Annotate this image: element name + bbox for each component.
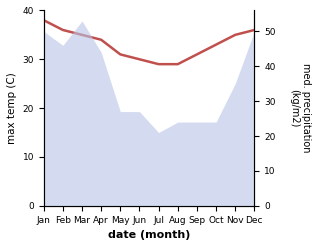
X-axis label: date (month): date (month) — [108, 230, 190, 240]
Y-axis label: max temp (C): max temp (C) — [7, 72, 17, 144]
Y-axis label: med. precipitation
(kg/m2): med. precipitation (kg/m2) — [289, 63, 311, 153]
